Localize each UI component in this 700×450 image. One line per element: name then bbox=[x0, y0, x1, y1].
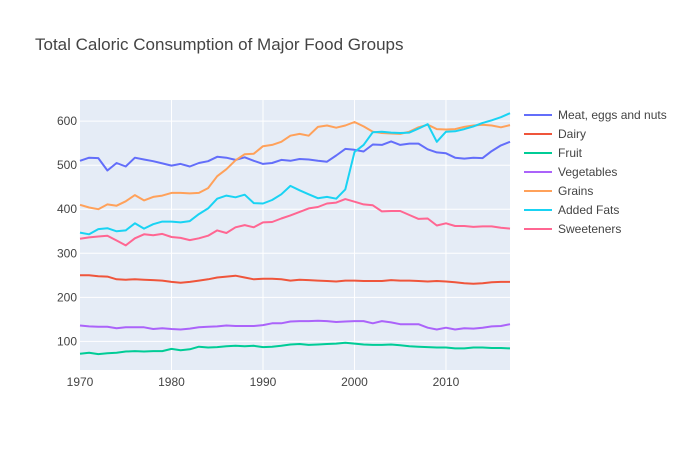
grid-lines bbox=[80, 100, 510, 370]
y-tick-label: 400 bbox=[57, 202, 77, 216]
legend-item-dairy[interactable]: Dairy bbox=[524, 127, 586, 141]
y-tick-label: 300 bbox=[57, 246, 77, 260]
x-tick-label: 1990 bbox=[250, 375, 277, 389]
legend-label: Vegetables bbox=[558, 165, 617, 179]
y-tick-label: 600 bbox=[57, 114, 77, 128]
series-line-grains[interactable] bbox=[79, 121, 511, 211]
series-line-vegetables[interactable] bbox=[79, 319, 511, 331]
y-tick-label: 200 bbox=[57, 290, 77, 304]
x-tick-label: 2000 bbox=[341, 375, 368, 389]
series-line-sweeteners[interactable] bbox=[79, 198, 511, 247]
x-tick-label: 2010 bbox=[433, 375, 460, 389]
series-line-fruit[interactable] bbox=[79, 341, 511, 356]
legend-item-sweeteners[interactable]: Sweeteners bbox=[524, 222, 621, 236]
y-tick-label: 500 bbox=[57, 158, 77, 172]
legend[interactable]: Meat, eggs and nuts Dairy Fruit Vegetables G… bbox=[524, 108, 667, 236]
series-line-meat-eggs-and-nuts[interactable] bbox=[79, 140, 511, 172]
legend-label: Fruit bbox=[558, 146, 583, 160]
x-tick-label: 1970 bbox=[67, 375, 94, 389]
legend-item-vegetables[interactable]: Vegetables bbox=[524, 165, 617, 179]
chart-title: Total Caloric Consumption of Major Food … bbox=[35, 35, 404, 54]
legend-label: Grains bbox=[558, 184, 593, 198]
legend-item-grains[interactable]: Grains bbox=[524, 184, 593, 198]
legend-label: Sweeteners bbox=[558, 222, 621, 236]
series-line-dairy[interactable] bbox=[80, 274, 510, 285]
series-line-added-fats[interactable] bbox=[79, 112, 511, 236]
legend-label: Dairy bbox=[558, 127, 586, 141]
y-tick-label: 100 bbox=[57, 334, 77, 348]
legend-item-fruit[interactable]: Fruit bbox=[524, 146, 583, 160]
axis-ticks: 1970 1980 1990 2000 2010 100 200 300 400 500 600 bbox=[57, 114, 460, 389]
legend-item-meat-eggs-and-nuts[interactable]: Meat, eggs and nuts bbox=[524, 108, 667, 122]
x-tick-label: 1980 bbox=[158, 375, 185, 389]
legend-item-added-fats[interactable]: Added Fats bbox=[524, 203, 619, 217]
legend-label: Added Fats bbox=[558, 203, 619, 217]
legend-label: Meat, eggs and nuts bbox=[558, 108, 667, 122]
series-lines[interactable] bbox=[79, 112, 511, 356]
